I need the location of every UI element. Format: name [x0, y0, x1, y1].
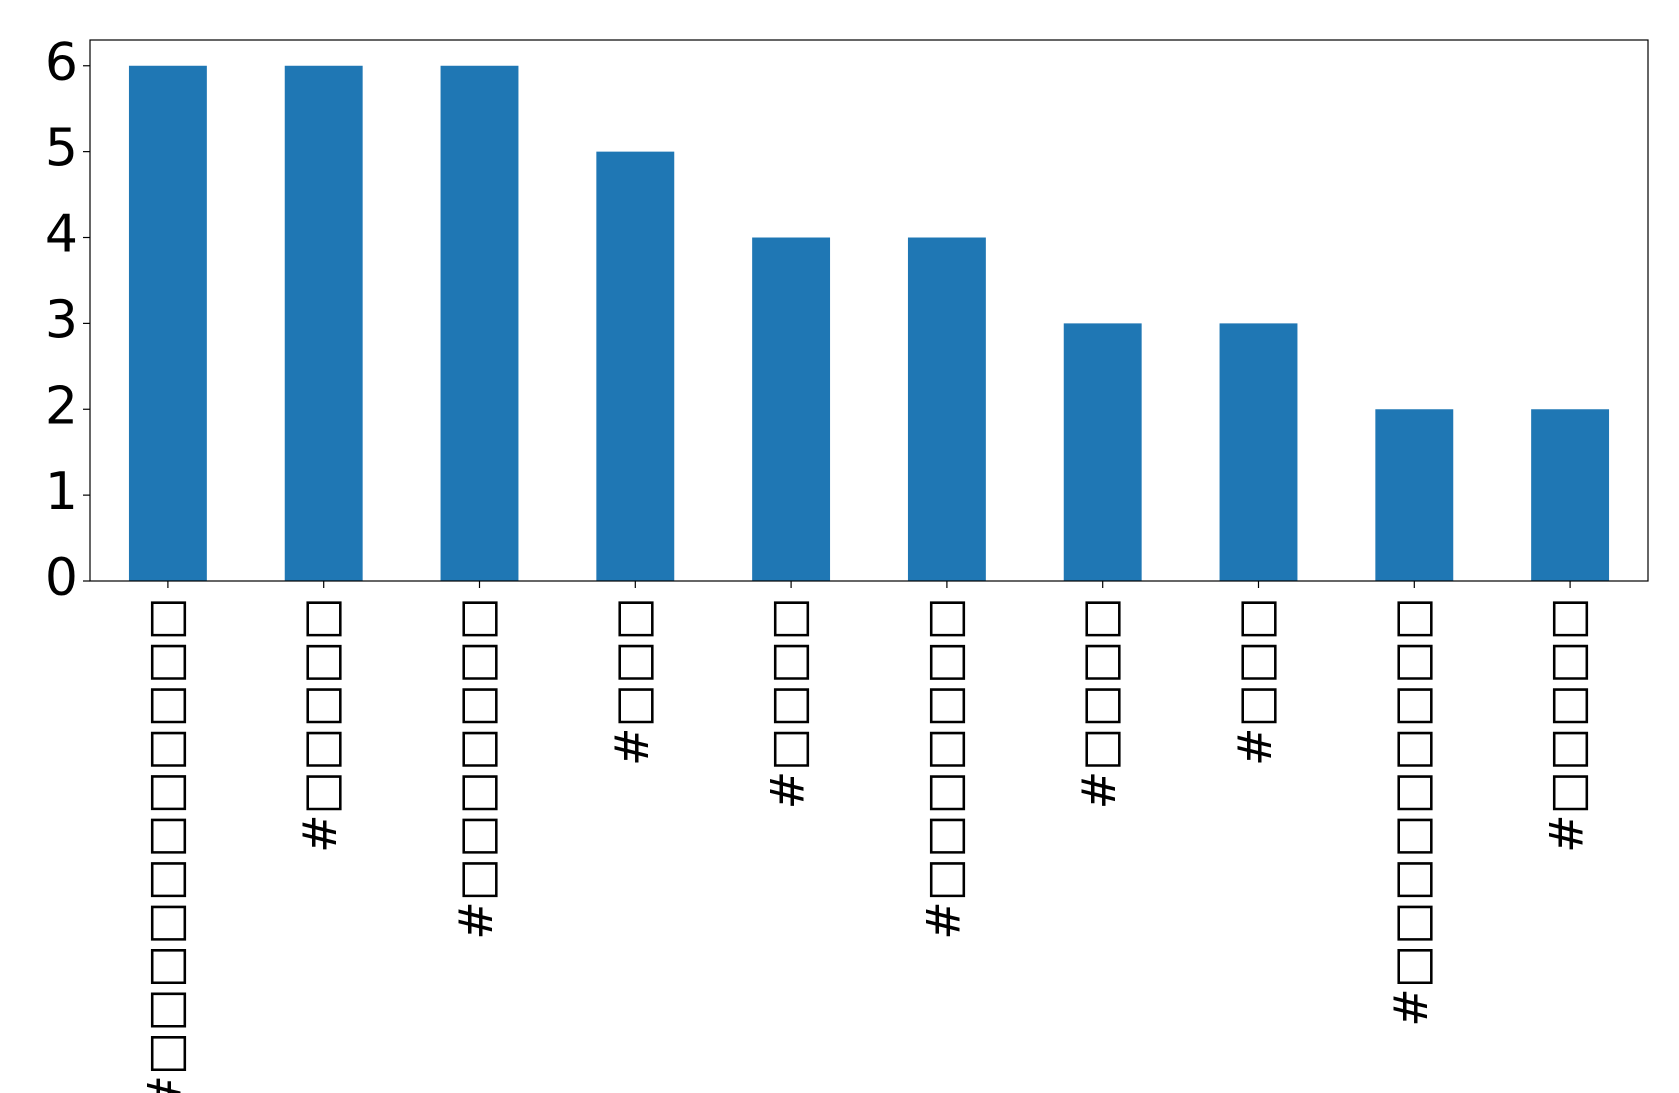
- x-tick-label: #□□□□□□□: [916, 597, 970, 940]
- bar: [440, 65, 519, 581]
- x-tick-label: #□□□□□□□: [449, 597, 503, 940]
- bar: [1063, 323, 1142, 581]
- plot-frame: [89, 39, 1649, 582]
- y-tick-label: 6: [45, 33, 78, 93]
- x-tick-label: #□□□: [605, 597, 659, 766]
- x-tick-label: #□□□□: [761, 597, 815, 809]
- y-tick-label: 5: [45, 119, 78, 179]
- bar: [1375, 409, 1454, 581]
- x-tick-label: #□□□□□: [293, 597, 347, 853]
- x-tick-label: #□□□□□: [1540, 597, 1594, 853]
- y-tick-label: 0: [45, 548, 78, 608]
- bar: [284, 65, 363, 581]
- x-tick-label: #□□□□□□□□□: [1384, 597, 1438, 1027]
- y-tick-label: 1: [45, 462, 78, 522]
- x-tick-label: #□□□: [1228, 597, 1282, 766]
- bar: [1219, 323, 1298, 581]
- x-tick-label: #□□□□: [1072, 597, 1126, 809]
- y-tick-label: 2: [45, 376, 78, 436]
- y-tick-label: 3: [45, 290, 78, 350]
- x-tick-label: #□□□□□□□□□□□: [137, 597, 191, 1093]
- bar: [596, 151, 675, 581]
- bar: [1531, 409, 1610, 581]
- y-tick-label: 4: [45, 205, 78, 265]
- bar: [907, 237, 986, 581]
- bar: [752, 237, 831, 581]
- bar: [128, 65, 207, 581]
